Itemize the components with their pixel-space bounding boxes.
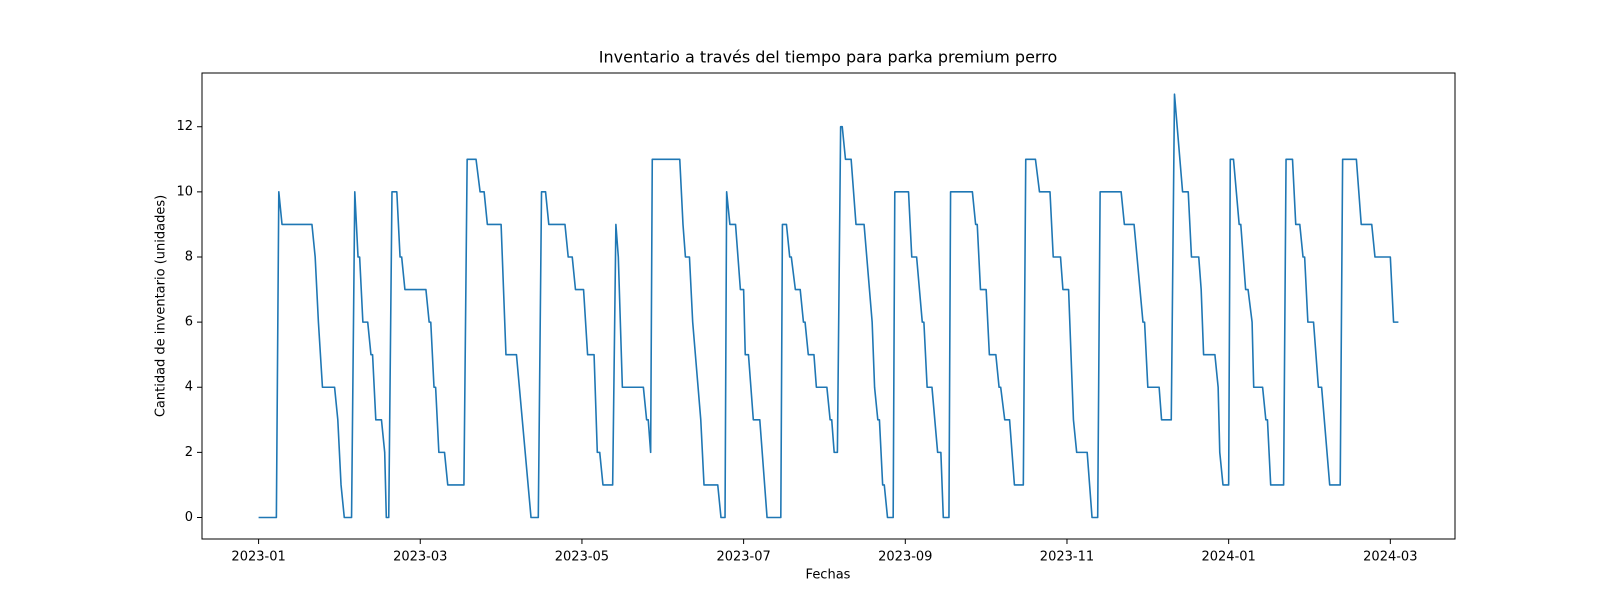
line [258,93,1399,519]
x-tick-label: 2023-03 [393,550,447,565]
y-tick-label: 2 [185,445,193,460]
y-tick-label: 10 [176,184,193,199]
x-tick-label: 2023-01 [231,550,285,565]
x-tick-label: 2023-11 [1040,550,1094,565]
x-tick-label: 2023-05 [555,550,609,565]
y-tick-label: 4 [185,380,193,395]
x-tick-label: 2023-07 [716,550,770,565]
y-tick-label: 6 [185,315,193,330]
y-tick-label: 8 [185,249,193,264]
x-tick-label: 2023-09 [878,550,932,565]
plot-frame [201,72,1456,540]
x-tick-label: 2024-03 [1363,550,1417,565]
y-tick-label: 0 [185,510,193,525]
x-tick-label: 2024-01 [1201,550,1255,565]
chart-title: Inventario a través del tiempo para park… [599,48,1058,67]
x-axis-label: Fechas [806,568,851,583]
y-tick-label: 12 [176,119,193,134]
y-axis-label: Cantidad de inventario (unidades) [154,195,169,417]
